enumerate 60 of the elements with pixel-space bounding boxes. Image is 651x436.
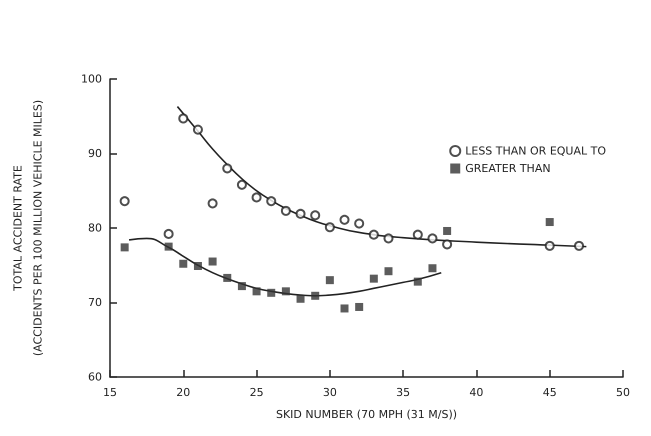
point [368,230,379,240]
point [296,208,306,219]
point [192,124,203,135]
point [354,218,364,229]
point [238,282,246,290]
point [574,240,584,251]
point [412,230,423,240]
point [178,113,188,124]
point [427,233,438,244]
point [208,198,218,208]
x-tick-label: 25 [250,386,264,399]
point [311,292,320,300]
point [310,210,320,220]
point [340,304,349,312]
point [355,302,364,311]
point [120,196,130,206]
point [544,240,555,251]
x-tick-label: 45 [542,386,557,399]
point [179,260,188,268]
point [164,242,173,251]
y-tick-label: 90 [88,147,102,160]
point [120,243,129,252]
point [384,267,392,276]
x-tick-label: 50 [616,386,630,399]
point [443,226,452,235]
point [194,262,202,270]
point [546,218,554,226]
point [236,180,247,190]
point [223,274,232,282]
x-tick-label: 30 [322,386,337,399]
y-tick-label: 60 [88,370,102,384]
point [280,206,291,216]
legend-label: LESS THAN OR EQUAL TO [465,144,606,158]
point [222,163,232,174]
x-tick-label: 35 [396,386,410,399]
point [266,196,276,206]
y-axis-title: TOTAL ACCIDENT RATE (ACCIDENTS PER 100 MILLION VEHICLE MILES) [12,100,44,356]
y-tick-label: 100 [81,72,102,86]
point [324,222,335,232]
point [296,294,305,303]
point [428,264,436,272]
point [340,214,350,225]
x-tick-label: 15 [103,386,117,399]
x-tick-label: 40 [469,386,484,399]
y-tick-label: 80 [88,222,102,234]
point [208,258,217,266]
y-tick-label: 70 [88,296,102,309]
x-tick-label: 20 [176,386,190,399]
point [164,228,174,239]
point [282,287,290,296]
point [267,288,276,297]
point [252,287,261,296]
point [414,278,422,286]
point [252,192,262,202]
point [370,274,378,283]
point [383,233,394,244]
point [442,239,452,250]
point [326,276,334,284]
legend-label: GREATER THAN [465,162,551,175]
x-axis-title: SKID NUMBER (70 MPH (31 M/S)) [276,408,458,421]
